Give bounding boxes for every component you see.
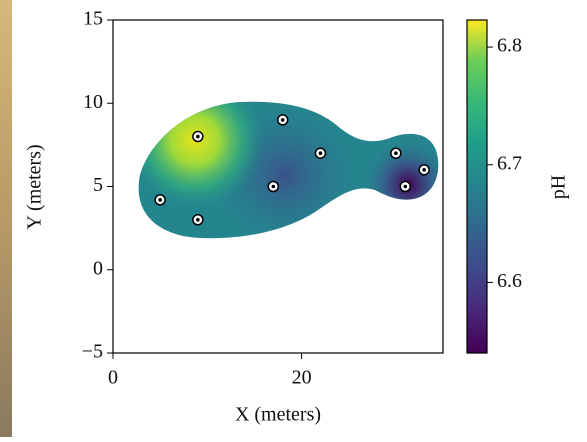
y-tick-label: −5 (82, 341, 103, 363)
x-tick-label: 0 (108, 367, 118, 389)
colorbar-label: pH (548, 175, 570, 199)
sample-dot (318, 151, 323, 155)
sample-dot (158, 198, 162, 202)
sample-dot (271, 184, 276, 189)
colorbar-tick-label: 6.6 (497, 270, 522, 292)
sample-dot (280, 118, 285, 122)
photo-edge (0, 0, 12, 437)
x-tick-label: 20 (292, 367, 312, 389)
sample-dot (422, 168, 426, 172)
sample-dot (196, 134, 200, 139)
sample-dot (403, 184, 408, 189)
colorbar-tick-label: 6.7 (497, 152, 522, 174)
y-axis-label: Y (meters) (24, 144, 46, 229)
x-axis-label: X (meters) (235, 404, 321, 426)
sample-dot (196, 218, 200, 222)
y-tick-label: 15 (83, 8, 103, 30)
colorbar (466, 19, 488, 354)
y-tick-label: 10 (83, 91, 103, 113)
colorbar-tick-label: 6.8 (497, 35, 522, 57)
interpolated-field (138, 101, 439, 239)
sample-dot (394, 151, 398, 155)
y-tick-label: 0 (93, 257, 103, 279)
y-tick-label: 5 (93, 174, 103, 196)
